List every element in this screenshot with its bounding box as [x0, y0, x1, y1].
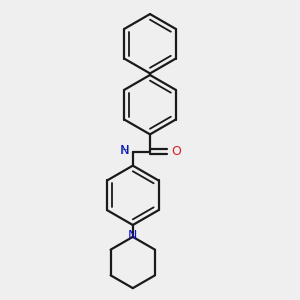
Text: N: N [128, 230, 137, 242]
Text: H: H [121, 144, 130, 157]
Text: N: N [112, 144, 130, 157]
Text: O: O [171, 145, 181, 158]
